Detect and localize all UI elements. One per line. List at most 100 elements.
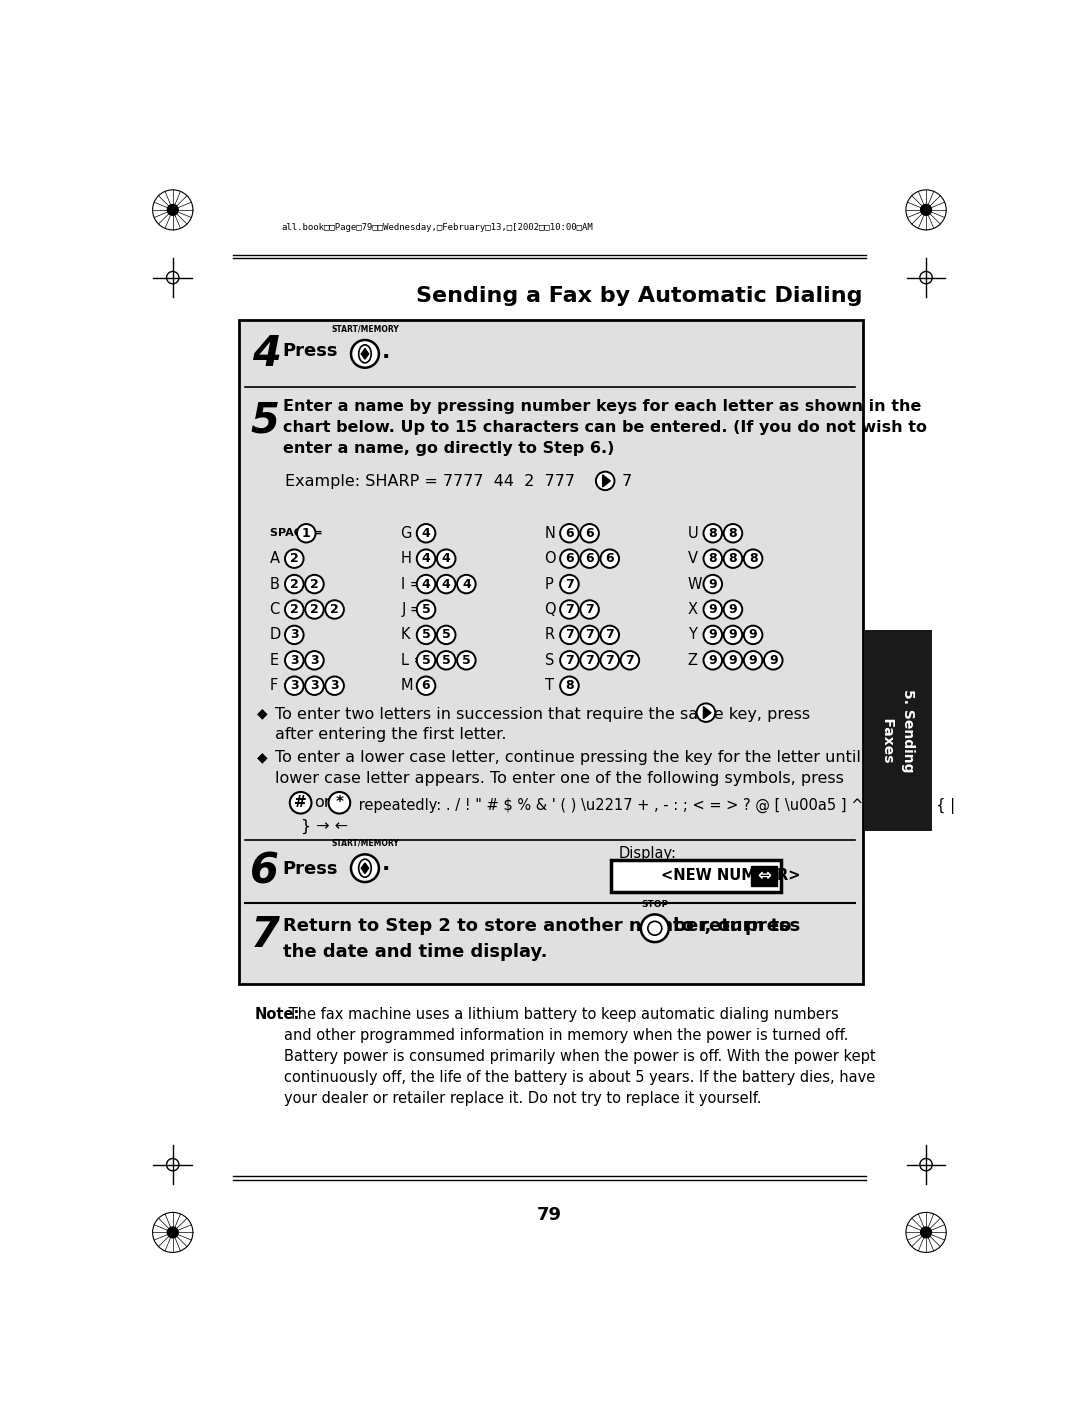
Text: T =: T = [545, 678, 570, 693]
Text: 7: 7 [585, 654, 594, 667]
Circle shape [351, 340, 378, 367]
Text: G =: G = [401, 526, 430, 541]
Circle shape [417, 651, 435, 670]
Circle shape [580, 550, 599, 568]
Text: 3: 3 [330, 680, 339, 693]
Circle shape [437, 550, 456, 568]
Circle shape [328, 793, 351, 814]
Text: D =: D = [270, 627, 298, 643]
Text: 9: 9 [729, 654, 738, 667]
Circle shape [703, 600, 723, 618]
Text: 7: 7 [606, 654, 614, 667]
Text: START/MEMORY: START/MEMORY [331, 324, 399, 333]
Text: STOP: STOP [641, 900, 668, 910]
Circle shape [437, 575, 456, 593]
Text: 4: 4 [421, 553, 431, 565]
Text: all.book□□Page□79□□Wednesday,□February□13,□[2002□□10:00□AM: all.book□□Page□79□□Wednesday,□February□1… [281, 223, 593, 233]
Circle shape [306, 651, 324, 670]
Text: E =: E = [270, 653, 296, 668]
Text: 7: 7 [616, 474, 632, 488]
Circle shape [744, 651, 762, 670]
Circle shape [744, 625, 762, 644]
Text: 9: 9 [729, 628, 738, 641]
Circle shape [724, 524, 742, 543]
Circle shape [437, 651, 456, 670]
Circle shape [457, 575, 476, 593]
Circle shape [325, 600, 344, 618]
Text: 9: 9 [709, 654, 717, 667]
Circle shape [600, 651, 619, 670]
Circle shape [306, 600, 324, 618]
Circle shape [600, 625, 619, 644]
Circle shape [724, 550, 742, 568]
Text: Note:: Note: [254, 1007, 299, 1022]
Circle shape [703, 575, 723, 593]
Text: repeatedly: . / ! " # $ % & ' ( ) \u2217 + , - : ; < = > ? @ [ \u00a5 ] ^ _ \u20: repeatedly: . / ! " # $ % & ' ( ) \u2217… [354, 797, 955, 814]
Text: 2: 2 [310, 603, 318, 615]
Circle shape [647, 921, 661, 935]
Text: 2: 2 [289, 553, 299, 565]
Circle shape [437, 625, 456, 644]
Circle shape [621, 651, 639, 670]
Text: K =: K = [401, 627, 428, 643]
Text: ⇔: ⇔ [757, 867, 771, 885]
Text: .: . [382, 341, 390, 361]
Polygon shape [703, 707, 711, 718]
Text: 6: 6 [585, 553, 594, 565]
Text: 9: 9 [749, 654, 758, 667]
Text: 5. Sending
    Faxes: 5. Sending Faxes [881, 688, 915, 773]
Text: Q =: Q = [545, 603, 574, 617]
Text: N =: N = [545, 526, 572, 541]
Text: X =: X = [688, 603, 715, 617]
Text: Z =: Z = [688, 653, 715, 668]
Text: B =: B = [270, 577, 296, 591]
Text: 8: 8 [749, 553, 758, 565]
Text: 5: 5 [421, 603, 431, 615]
Circle shape [580, 600, 599, 618]
Circle shape [561, 550, 579, 568]
Circle shape [297, 524, 315, 543]
Text: 9: 9 [769, 654, 777, 667]
Text: 4: 4 [421, 577, 431, 591]
Polygon shape [361, 348, 369, 358]
Text: Enter a name by pressing number keys for each letter as shown in the
chart below: Enter a name by pressing number keys for… [283, 400, 927, 457]
Text: 6: 6 [421, 680, 430, 693]
Text: P =: P = [545, 577, 570, 591]
Text: 4: 4 [421, 527, 431, 540]
Polygon shape [361, 863, 369, 874]
Circle shape [289, 793, 312, 814]
Text: START/MEMORY: START/MEMORY [331, 838, 399, 847]
Circle shape [641, 914, 669, 942]
Text: I =: I = [401, 577, 422, 591]
FancyBboxPatch shape [239, 320, 863, 984]
FancyBboxPatch shape [750, 865, 777, 885]
Circle shape [561, 524, 579, 543]
Text: 4: 4 [442, 553, 450, 565]
Text: 7: 7 [585, 603, 594, 615]
Text: 6: 6 [565, 553, 574, 565]
Text: The fax machine uses a lithium battery to keep automatic dialing numbers
and oth: The fax machine uses a lithium battery t… [284, 1007, 875, 1105]
Text: 7: 7 [565, 628, 574, 641]
Text: 5: 5 [421, 628, 431, 641]
Text: .: . [382, 854, 390, 874]
Circle shape [703, 524, 723, 543]
Circle shape [306, 677, 324, 695]
Text: C =: C = [270, 603, 297, 617]
Text: 7: 7 [565, 577, 574, 591]
Text: 4: 4 [252, 333, 281, 376]
Text: Press: Press [283, 860, 339, 878]
Text: 5: 5 [462, 654, 471, 667]
Polygon shape [602, 476, 610, 487]
Text: 5: 5 [442, 628, 450, 641]
Ellipse shape [359, 344, 371, 363]
Circle shape [285, 550, 303, 568]
Text: to return to: to return to [673, 917, 792, 935]
Text: 9: 9 [709, 603, 717, 615]
Circle shape [724, 625, 742, 644]
Text: 9: 9 [749, 628, 758, 641]
Circle shape [744, 550, 762, 568]
Circle shape [724, 600, 742, 618]
Text: 3: 3 [291, 680, 299, 693]
Ellipse shape [359, 860, 371, 877]
Text: O =: O = [545, 551, 574, 565]
